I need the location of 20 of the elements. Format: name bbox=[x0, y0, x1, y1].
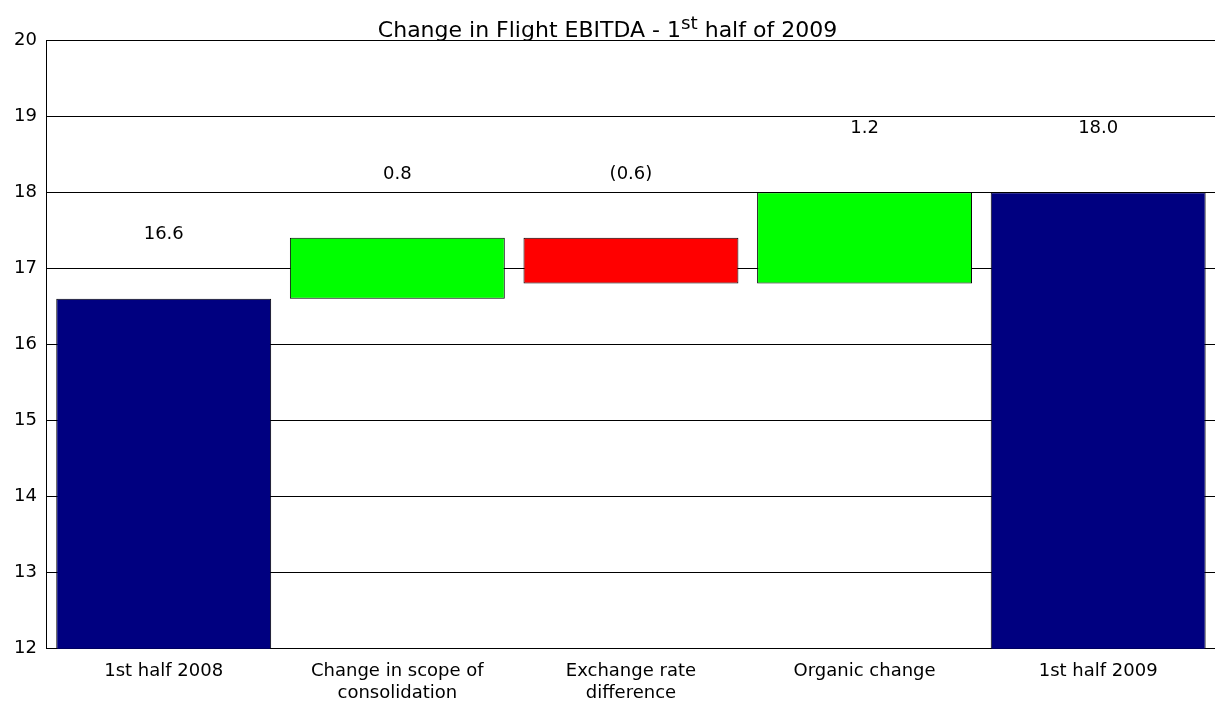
x-tick-label: Organic change bbox=[793, 659, 936, 681]
data-label: 18.0 bbox=[1078, 115, 1119, 137]
x-tick-label: Exchange rate difference bbox=[565, 659, 697, 702]
x-tick-label: 1st half 2009 bbox=[1038, 659, 1158, 681]
x-tick-label: 1st half 2008 bbox=[104, 659, 224, 681]
chart-title: Change in Flight EBITDA - 1$^{st}$ half of 2009 bbox=[377, 12, 838, 43]
y-tick-label: 18 bbox=[14, 179, 37, 201]
y-tick-label: 12 bbox=[14, 636, 37, 658]
y-tick-label: 20 bbox=[14, 27, 37, 49]
data-label: 16.6 bbox=[143, 222, 184, 244]
data-label: 1.2 bbox=[850, 115, 879, 137]
y-tick-label: 19 bbox=[14, 103, 37, 125]
y-tick-label: 16 bbox=[14, 332, 37, 354]
y-tick-label: 17 bbox=[14, 255, 37, 277]
data-label: 0.8 bbox=[383, 161, 412, 183]
data-label: (0.6) bbox=[609, 161, 653, 183]
y-tick-label: 14 bbox=[14, 484, 37, 506]
y-tick-label: 15 bbox=[14, 408, 37, 430]
y-tick-label: 13 bbox=[14, 560, 37, 582]
x-tick-label: Change in scope of consolidation bbox=[311, 659, 485, 702]
